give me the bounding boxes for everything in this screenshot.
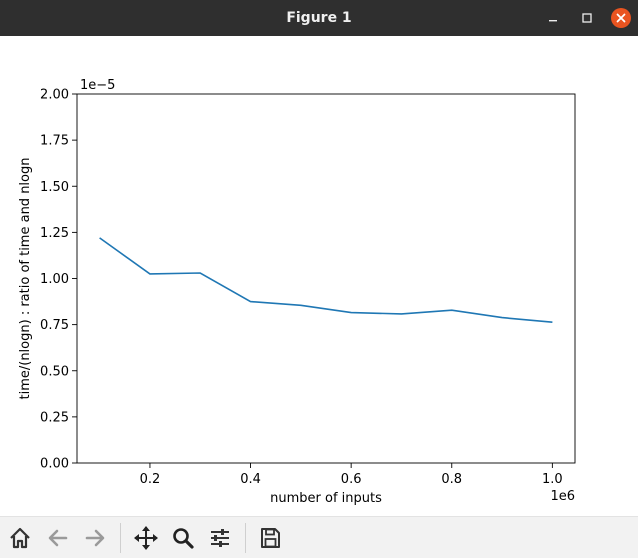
y-tick-label: 1.25 bbox=[40, 226, 69, 241]
navigation-toolbar bbox=[0, 516, 638, 558]
back-arrow-icon bbox=[48, 529, 68, 547]
toolbar-separator bbox=[245, 523, 246, 553]
maximize-button[interactable] bbox=[577, 8, 597, 28]
forward-button[interactable] bbox=[80, 523, 110, 553]
y-tick-label: 0.00 bbox=[40, 457, 69, 472]
y-tick-label: 0.75 bbox=[40, 318, 69, 333]
configure-subplots-button[interactable] bbox=[205, 523, 235, 553]
minimize-icon bbox=[549, 20, 557, 22]
x-axis-ticks: 0.2 0.4 0.6 0.8 1.0 bbox=[140, 463, 563, 487]
y-tick-label: 1.00 bbox=[40, 272, 69, 287]
y-tick-label: 0.25 bbox=[40, 410, 69, 425]
window-titlebar: Figure 1 bbox=[0, 0, 638, 36]
x-tick-label: 1.0 bbox=[542, 472, 563, 487]
x-tick-label: 0.8 bbox=[441, 472, 462, 487]
x-axis-label: number of inputs bbox=[270, 491, 382, 506]
y-axis-ticks: 0.00 0.25 0.50 0.75 1.00 1.25 1.50 1.75 2.00 bbox=[40, 88, 77, 472]
y-tick-label: 1.75 bbox=[40, 134, 69, 149]
toolbar-separator bbox=[120, 523, 121, 553]
x-tick-label: 0.6 bbox=[341, 472, 362, 487]
home-button[interactable] bbox=[5, 523, 35, 553]
x-tick-label: 0.2 bbox=[140, 472, 161, 487]
x-tick-label: 0.4 bbox=[240, 472, 261, 487]
y-tick-label: 1.50 bbox=[40, 180, 69, 195]
minimize-button[interactable] bbox=[543, 8, 563, 28]
line-chart: 0.00 0.25 0.50 0.75 1.00 1.25 1.50 1.75 2.00 0.2… bbox=[18, 78, 576, 506]
y-offset-label: 1e−5 bbox=[80, 78, 115, 93]
window-title: Figure 1 bbox=[286, 10, 352, 26]
maximize-icon bbox=[582, 13, 592, 23]
axes-frame bbox=[76, 93, 576, 464]
y-tick-label: 0.50 bbox=[40, 364, 69, 379]
pan-move-icon bbox=[134, 526, 158, 550]
zoom-button[interactable] bbox=[168, 523, 198, 553]
back-button[interactable] bbox=[43, 523, 73, 553]
save-button[interactable] bbox=[255, 523, 285, 553]
figure-canvas: 0.00 0.25 0.50 0.75 1.00 1.25 1.50 1.75 2.00 0.2… bbox=[0, 36, 638, 516]
home-icon bbox=[10, 527, 30, 549]
y-tick-label: 2.00 bbox=[40, 88, 69, 103]
save-floppy-icon bbox=[261, 528, 280, 548]
configure-subplots-icon bbox=[211, 529, 229, 547]
close-button[interactable] bbox=[611, 8, 631, 28]
pan-button[interactable] bbox=[131, 523, 161, 553]
close-icon bbox=[616, 13, 626, 23]
y-axis-label: time/(nlogn) : ratio of time and nlogn bbox=[18, 158, 33, 400]
zoom-magnifier-icon bbox=[173, 528, 194, 549]
forward-arrow-icon bbox=[85, 529, 105, 547]
x-offset-label: 1e6 bbox=[550, 489, 575, 504]
series-line bbox=[99, 237, 553, 323]
